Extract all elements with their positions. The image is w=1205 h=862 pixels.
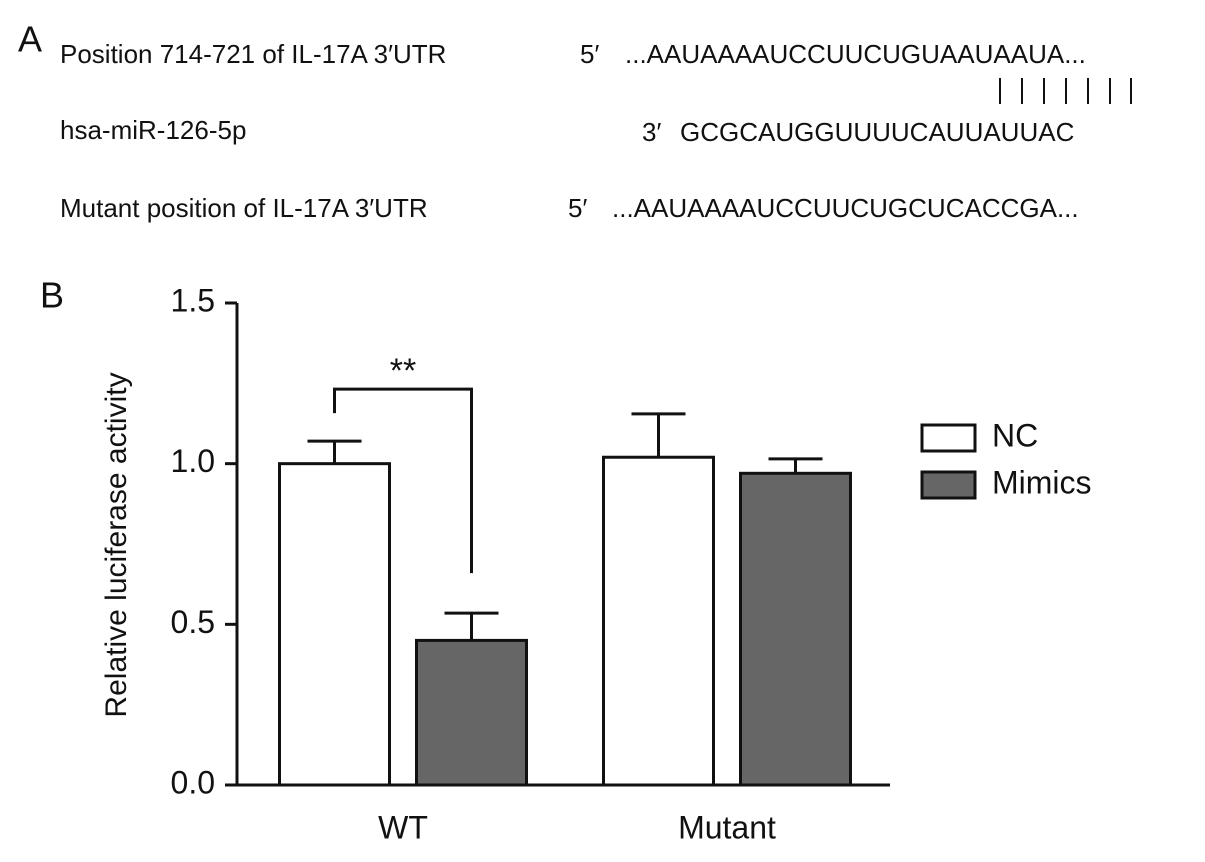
y-tick-label: 0.5: [171, 604, 215, 640]
significance-bracket: [333, 387, 473, 574]
legend-label: NC: [992, 417, 1038, 453]
row-name: Position 714-721 of IL-17A 3′UTR: [60, 39, 446, 69]
bar: [602, 455, 715, 787]
y-tick-label: 1.5: [171, 282, 215, 318]
y-axis-label: Relative luciferase activity: [100, 372, 133, 717]
y-tick-label: 0.0: [171, 764, 215, 800]
bar: [415, 638, 528, 787]
pairing-lines: [999, 78, 1132, 104]
row-end: 5′: [580, 39, 599, 69]
panel-label: B: [40, 275, 64, 316]
legend-label: Mimics: [992, 464, 1092, 500]
row-name: Mutant position of IL-17A 3′UTR: [60, 193, 428, 223]
sequence: ...AAUAAAAUCCUUCUGCUCACCGA...: [612, 193, 1079, 223]
significance-label: **: [390, 352, 416, 390]
bar: [739, 471, 852, 787]
y-tick-label: 1.0: [171, 443, 215, 479]
row-name: hsa-miR-126-5p: [60, 115, 246, 145]
sequence: GCGCAUGGUUUUCAUUAUUAC: [680, 117, 1074, 147]
bar: [278, 462, 391, 787]
legend-swatch: [920, 470, 977, 500]
sequence: ...AAUAAAAUCCUUCUGUAAUAAUA...: [625, 39, 1086, 69]
x-tick-label: Mutant: [678, 809, 776, 845]
x-tick-label: WT: [378, 809, 428, 845]
panel-label: A: [18, 19, 42, 60]
row-end: 5′: [568, 193, 587, 223]
row-end: 3′: [642, 117, 661, 147]
legend-swatch: [920, 423, 977, 453]
